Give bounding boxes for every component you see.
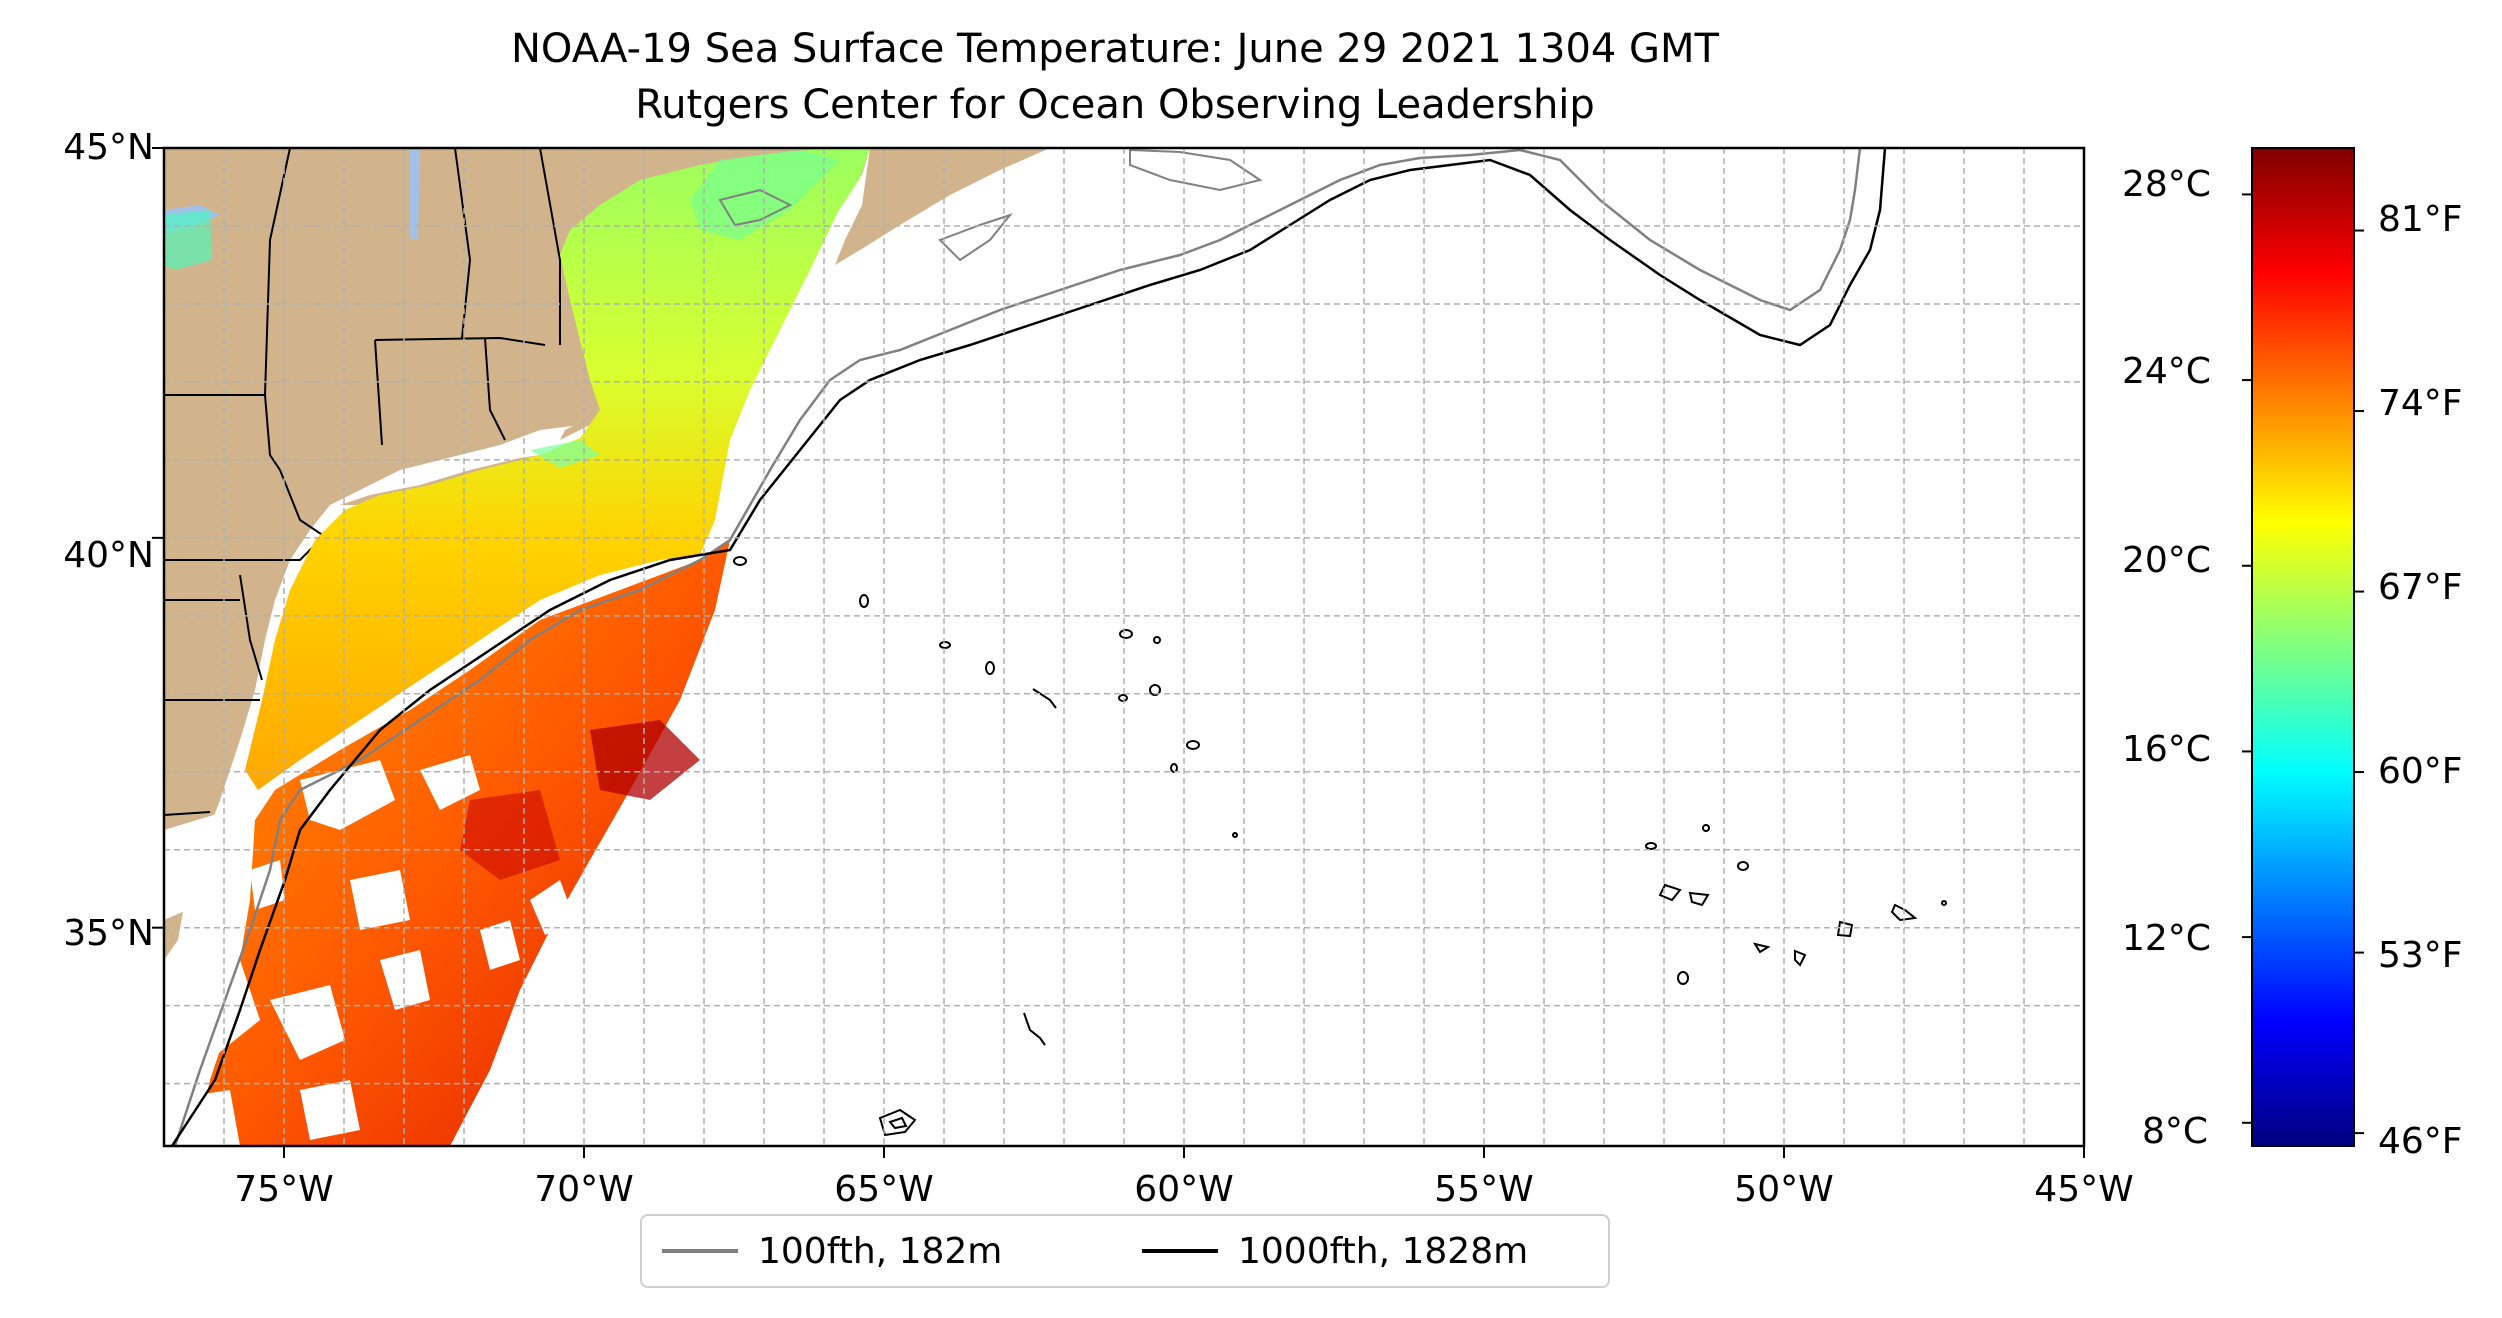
colorbar-ticks	[2242, 193, 2364, 1135]
colorbar	[2251, 147, 2355, 1147]
legend-swatch-100fth	[662, 1249, 738, 1253]
cb-label-67f: 67°F	[2378, 567, 2463, 608]
lat-label-40n: 40°N	[63, 535, 154, 576]
cb-label-53f: 53°F	[2378, 935, 2463, 976]
lon-label-65w: 65°W	[834, 1169, 934, 1210]
cb-label-60f: 60°F	[2378, 751, 2463, 792]
gridlines	[164, 148, 2084, 1146]
lat-label-45n: 45°N	[63, 127, 154, 168]
map-subtitle: Rutgers Center for Ocean Observing Leade…	[635, 82, 1595, 128]
legend-item-1000fth: 1000fth, 1828m	[1142, 1216, 1528, 1286]
lon-label-50w: 50°W	[1734, 1169, 1834, 1210]
lon-label-55w: 55°W	[1434, 1169, 1534, 1210]
lon-label-60w: 60°W	[1134, 1169, 1234, 1210]
nova-scotia	[835, 148, 1050, 265]
cloud-gaps	[164, 755, 575, 1146]
sst-shelf-water	[245, 148, 870, 790]
axis-ticks	[152, 147, 2085, 1158]
cb-label-12c: 12°C	[2122, 918, 2211, 959]
cb-label-46f: 46°F	[2378, 1121, 2463, 1162]
cb-label-28c: 28°C	[2122, 164, 2211, 205]
cb-label-8c: 8°C	[2142, 1111, 2209, 1152]
lon-label-45w: 45°W	[2034, 1169, 2134, 1210]
map-title: NOAA-19 Sea Surface Temperature: June 29…	[510, 26, 1719, 72]
sst-hot-patch	[460, 790, 560, 880]
sst-hot-core	[590, 720, 700, 800]
contour-100fth	[173, 148, 1862, 1146]
legend-swatch-1000fth	[1142, 1249, 1218, 1253]
contour-1000fth	[170, 148, 1887, 1146]
map-content	[164, 148, 2084, 1146]
cb-label-16c: 16°C	[2122, 729, 2211, 770]
map-frame	[162, 146, 2086, 1148]
legend-label-100fth: 100fth, 182m	[758, 1230, 1003, 1272]
legend-item-100fth: 100fth, 182m	[662, 1216, 1002, 1286]
sst-cool-gulf-of-maine	[690, 150, 840, 240]
cb-label-74f: 74°F	[2378, 383, 2463, 424]
cape-cod	[560, 400, 600, 440]
lake-champlain	[410, 150, 420, 240]
lat-label-35n: 35°N	[63, 913, 154, 954]
lon-label-70w: 70°W	[534, 1169, 634, 1210]
contour-legend: 100fth, 182m 1000fth, 1828m	[640, 1214, 1610, 1288]
legend-label-1000fth: 1000fth, 1828m	[1238, 1230, 1529, 1272]
lon-label-75w: 75°W	[234, 1169, 334, 1210]
cb-label-81f: 81°F	[2378, 199, 2463, 240]
sst-cool-nantucket	[530, 440, 600, 468]
sst-cool-patch-west	[164, 210, 212, 270]
cb-label-24c: 24°C	[2122, 351, 2211, 392]
cb-label-20c: 20°C	[2122, 540, 2211, 581]
contour-100fth-gulf	[718, 148, 1263, 262]
